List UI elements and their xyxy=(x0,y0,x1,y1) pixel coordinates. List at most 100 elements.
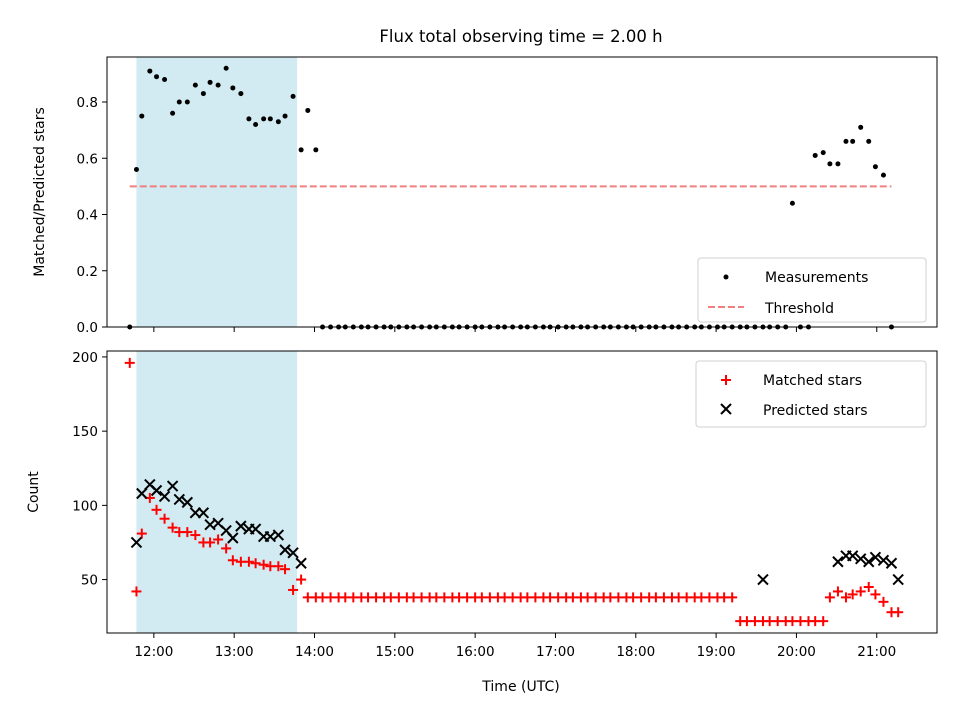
legend-predicted-label: Predicted stars xyxy=(763,403,868,419)
matched-point xyxy=(840,592,851,603)
count-x-axis-ticks: 12:00 13:00 14:00 15:00 16:00 17:00 18:00 19:00… xyxy=(134,633,896,660)
predicted-point xyxy=(757,573,769,586)
measurement-point xyxy=(215,82,221,88)
predicted-point xyxy=(885,557,898,569)
count-panel: 50 100 150 200 12:00 13:00 14:00 15:00 16:00 17:… xyxy=(26,350,938,695)
x-tick-label: 13:00 xyxy=(215,644,254,660)
legend-measurements-marker xyxy=(723,274,729,280)
predicted-stars-series xyxy=(130,478,904,586)
legend-threshold-label: Threshold xyxy=(764,301,834,317)
matched-point xyxy=(221,543,232,554)
measurement-point xyxy=(267,116,273,122)
matched-point xyxy=(190,530,201,541)
ratio-legend-box xyxy=(697,257,927,323)
x-tick-label: 15:00 xyxy=(375,644,414,660)
ratio-panel: 0.00.20.40.60.8 Matched/Predicted stars … xyxy=(32,56,938,336)
matched-point xyxy=(818,616,829,627)
measurement-point xyxy=(253,122,259,127)
matched-point xyxy=(273,561,284,572)
matched-stars-series xyxy=(124,357,904,627)
measurement-point xyxy=(827,161,833,167)
measurement-point xyxy=(880,172,886,178)
x-axis-label: Time (UTC) xyxy=(481,679,559,695)
predicted-point xyxy=(130,536,143,549)
y-tick-label: 0.8 xyxy=(77,95,98,111)
matched-point xyxy=(870,589,881,600)
matched-point xyxy=(159,513,170,524)
predicted-point xyxy=(846,550,859,562)
predicted-point xyxy=(832,556,844,568)
count-y-axis-label: Count xyxy=(26,471,42,513)
matched-point xyxy=(863,581,874,592)
measurement-point xyxy=(835,161,841,167)
measurement-point xyxy=(133,167,139,172)
predicted-point xyxy=(150,484,163,497)
matched-point xyxy=(727,592,738,603)
measurement-point xyxy=(246,116,252,122)
matched-point xyxy=(258,559,269,570)
matched-point xyxy=(136,528,147,539)
predicted-point xyxy=(892,573,904,586)
y-tick-label: 150 xyxy=(72,424,98,440)
measurement-point xyxy=(820,150,826,156)
matched-point xyxy=(296,574,307,585)
measurement-point xyxy=(154,74,160,80)
y-tick-label: 0.2 xyxy=(77,264,98,280)
measurement-point xyxy=(192,82,198,88)
predicted-point xyxy=(272,529,285,541)
legend-matched-marker xyxy=(721,375,731,385)
ratio-y-axis-label: Matched/Predicted stars xyxy=(32,107,48,277)
measurement-point xyxy=(139,113,145,119)
matched-point xyxy=(855,586,866,597)
y-tick-label: 0.4 xyxy=(77,208,98,224)
legend-matched-glyph xyxy=(721,375,731,385)
predicted-point xyxy=(166,480,179,492)
chart-title: Flux total observing time = 2.00 h xyxy=(379,27,662,46)
count-y-axis-ticks: 50 100 150 200 xyxy=(72,350,107,589)
predicted-point xyxy=(181,496,194,509)
measurement-point xyxy=(261,116,267,122)
legend-predicted-marker xyxy=(720,403,732,415)
ratio-legend: Measurements Threshold xyxy=(697,257,927,323)
ratio-plot-frame xyxy=(106,56,938,328)
measurement-point xyxy=(843,138,849,144)
x-tick-label: 12:00 xyxy=(134,644,173,660)
predicted-point xyxy=(854,553,867,565)
y-tick-label: 0.6 xyxy=(77,151,98,167)
predicted-point xyxy=(136,487,148,500)
matched-point xyxy=(243,556,254,567)
matched-point xyxy=(151,504,162,515)
measurement-point xyxy=(858,124,864,130)
predicted-point xyxy=(295,557,307,569)
predicted-point xyxy=(869,551,882,564)
measurement-point xyxy=(290,93,296,99)
matched-point xyxy=(205,537,216,548)
measurement-point xyxy=(275,119,281,125)
measurement-point xyxy=(147,68,153,74)
predicted-point xyxy=(279,544,291,556)
y-tick-label: 100 xyxy=(72,498,98,514)
measurement-point xyxy=(850,138,856,144)
legend-measurements-label: Measurements xyxy=(765,270,868,286)
measurement-point xyxy=(200,91,206,97)
matched-point xyxy=(847,589,858,600)
predicted-point xyxy=(227,532,239,544)
matched-point xyxy=(167,522,178,533)
legend-matched-label: Matched stars xyxy=(763,373,862,389)
predicted-point xyxy=(863,556,875,568)
count-plot-frame xyxy=(106,350,938,634)
count-legend: Matched stars Predicted stars xyxy=(695,360,927,428)
measurement-point xyxy=(184,99,190,105)
x-tick-label: 19:00 xyxy=(697,644,736,660)
measurement-point xyxy=(238,91,244,97)
measurement-point xyxy=(223,65,229,71)
measurement-point xyxy=(162,77,168,82)
observing-window-shade xyxy=(136,57,298,327)
measurement-point xyxy=(170,110,176,116)
matched-point xyxy=(824,592,835,603)
predicted-point xyxy=(235,520,247,532)
y-tick-label: 0.0 xyxy=(77,320,98,336)
matched-point xyxy=(227,555,238,566)
predicted-point xyxy=(877,554,890,566)
predicted-point xyxy=(197,507,210,519)
